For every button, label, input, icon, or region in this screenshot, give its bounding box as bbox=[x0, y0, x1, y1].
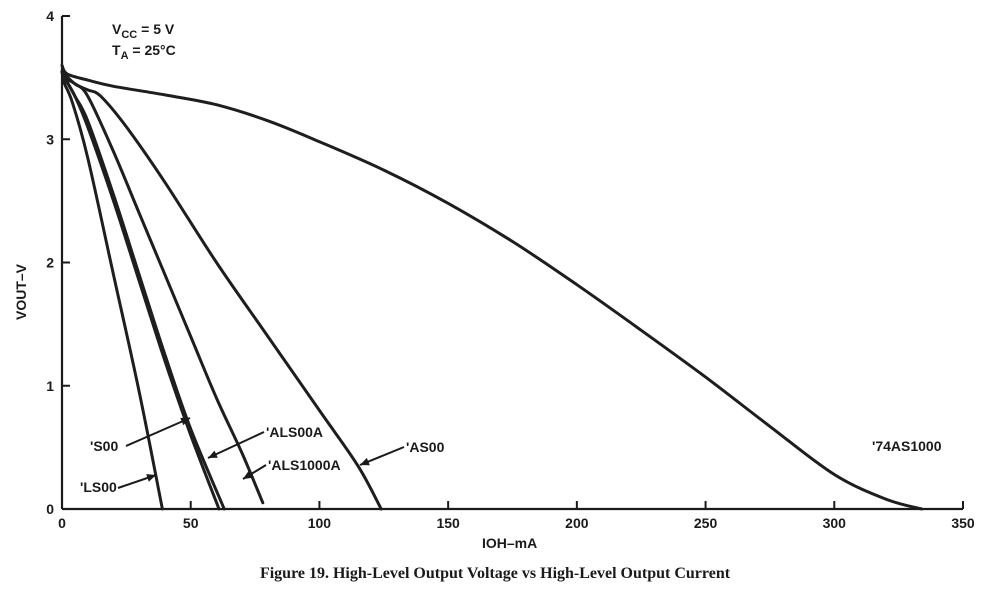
arrowhead bbox=[180, 417, 190, 426]
curve-label: 'ALS00A bbox=[266, 424, 323, 440]
curve-label: 'S00 bbox=[90, 438, 118, 454]
figure-caption: Figure 19. High-Level Output Voltage vs … bbox=[260, 565, 731, 582]
arrowhead bbox=[208, 450, 218, 458]
ta-condition: TA = 25°C bbox=[112, 42, 176, 62]
x-tick-label: 50 bbox=[183, 515, 199, 531]
vcc-condition: VCC = 5 V bbox=[112, 21, 175, 41]
x-tick-label: 350 bbox=[951, 515, 975, 531]
x-tick-label: 300 bbox=[823, 515, 847, 531]
x-tick-label: 0 bbox=[58, 515, 66, 531]
curve-label: 'ALS1000A bbox=[268, 457, 341, 473]
arrowhead bbox=[243, 470, 253, 479]
leader-line bbox=[125, 417, 191, 447]
series-line-as00 bbox=[60, 70, 383, 511]
curve-labels: 'S00 'LS00 'ALS00A 'ALS1000A 'AS00 '74AS1000 bbox=[80, 417, 942, 495]
x-tick-label: 150 bbox=[436, 515, 460, 531]
y-tick-label: 3 bbox=[46, 131, 54, 147]
y-axis-title: VOUT–V bbox=[13, 263, 29, 320]
y-tick-label: 4 bbox=[46, 8, 54, 24]
series-line-als00a bbox=[60, 70, 226, 511]
arrowhead bbox=[146, 474, 156, 482]
y-tick-label: 2 bbox=[46, 255, 54, 271]
x-tick-label: 200 bbox=[565, 515, 589, 531]
series-line-ls00 bbox=[60, 70, 164, 511]
curve-label: 'LS00 bbox=[80, 479, 117, 495]
x-tick-label: 100 bbox=[308, 515, 332, 531]
x-tick-label: 250 bbox=[694, 515, 718, 531]
y-tick-label: 0 bbox=[46, 501, 54, 517]
axes: 0 50 100 150 200 250 300 350 0 1 2 3 4 bbox=[46, 8, 975, 531]
y-tick-label: 1 bbox=[46, 378, 54, 394]
leader-line bbox=[207, 431, 265, 459]
series-line-74as1000 bbox=[60, 63, 924, 511]
arrowhead bbox=[360, 457, 370, 466]
curve-label: 'AS00 bbox=[406, 439, 445, 455]
curve-label: '74AS1000 bbox=[872, 438, 942, 454]
curves bbox=[60, 63, 924, 511]
x-axis-title: IOH–mA bbox=[482, 535, 537, 551]
